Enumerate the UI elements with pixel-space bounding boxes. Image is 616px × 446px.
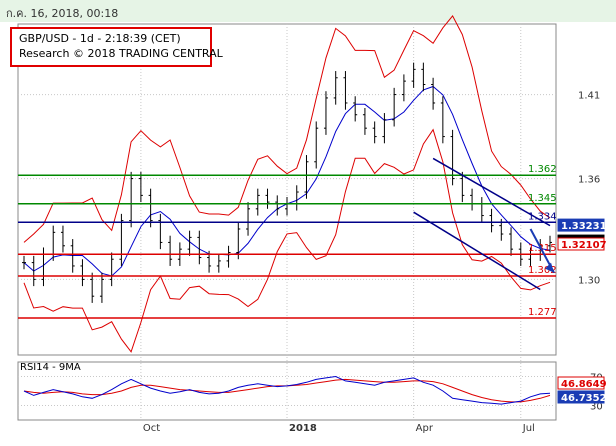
- level-label: 1.362: [528, 164, 557, 175]
- rsi-tick-label: 30: [590, 402, 603, 413]
- level-label: 1.345: [528, 193, 557, 204]
- rsi-label: RSI14 - 9MA: [20, 362, 81, 373]
- rsi-value-label: 46.7352: [561, 393, 607, 404]
- chart-title-box: GBP/USD - 1d - 2:18:39 (CET) Research © …: [10, 27, 223, 67]
- rsi-value-box: [557, 376, 605, 390]
- channel-lower-line: [413, 211, 541, 291]
- y-tick-label: 1.36: [578, 175, 600, 186]
- price-box-label: 1.32107: [561, 240, 607, 251]
- x-tick-label: Apr: [416, 423, 434, 434]
- rsi-value-label: 46.8649: [561, 379, 607, 390]
- timestamp-bar: ก.ค. 16, 2018, 00:18: [0, 0, 616, 22]
- x-tick-label: Jul: [522, 423, 535, 434]
- rsi-value-box: [557, 390, 605, 404]
- chart-title: GBP/USD - 1d - 2:18:39 (CET): [19, 32, 181, 45]
- price-box: [557, 218, 605, 232]
- level-label: 1.315: [528, 243, 557, 254]
- bollinger-lower: [23, 128, 551, 353]
- chart-subtitle: Research © 2018 TRADING CENTRAL: [19, 47, 223, 60]
- level-label: 1.302: [528, 265, 557, 276]
- level-label: 1.277: [528, 307, 557, 318]
- x-tick-label: Oct: [143, 423, 160, 434]
- level-label: 1.334: [528, 211, 557, 222]
- price-box: [557, 237, 605, 251]
- y-tick-label: 1.30: [578, 275, 600, 286]
- bollinger-upper: [23, 14, 551, 243]
- channel-upper-line: [432, 157, 551, 227]
- timestamp: ก.ค. 16, 2018, 00:18: [6, 7, 119, 20]
- x-tick-label: 2018: [289, 423, 317, 434]
- price-box-label: 1.33231: [561, 221, 607, 232]
- forecast-arrow-head: [545, 262, 554, 273]
- rsi-line: [23, 375, 551, 405]
- y-tick-label: 1.41: [578, 91, 600, 102]
